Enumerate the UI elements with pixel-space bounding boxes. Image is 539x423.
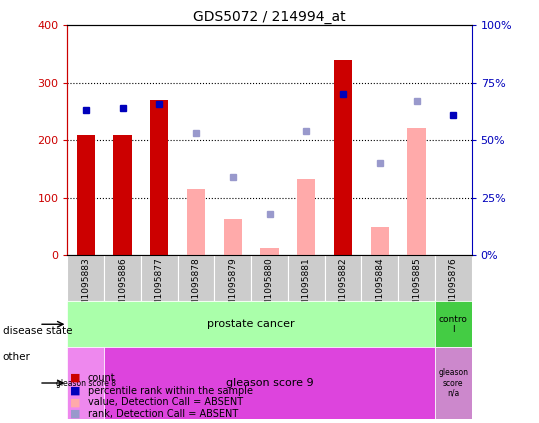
Bar [187, 189, 205, 255]
Bar [435, 301, 472, 347]
Bar [215, 255, 251, 301]
Text: GSM1095885: GSM1095885 [412, 258, 421, 319]
Bar [324, 255, 361, 301]
Text: GSM1095880: GSM1095880 [265, 258, 274, 319]
Text: GSM1095881: GSM1095881 [302, 258, 311, 319]
Text: contro
l: contro l [439, 315, 468, 334]
Bar [141, 255, 178, 301]
Text: GSM1095877: GSM1095877 [155, 258, 164, 319]
Bar [361, 255, 398, 301]
Text: other: other [3, 352, 31, 363]
Text: gleason
score
n/a: gleason score n/a [438, 368, 468, 398]
Text: GSM1095886: GSM1095886 [118, 258, 127, 319]
Bar [67, 347, 104, 419]
Text: GSM1095878: GSM1095878 [191, 258, 201, 319]
Bar [334, 60, 352, 255]
Bar [435, 347, 472, 419]
Text: gleason score 8: gleason score 8 [56, 379, 116, 387]
Bar [104, 255, 141, 301]
Text: rank, Detection Call = ABSENT: rank, Detection Call = ABSENT [88, 409, 238, 419]
Bar [435, 255, 472, 301]
Text: gleason score 9: gleason score 9 [226, 378, 313, 388]
Text: ■: ■ [70, 409, 80, 419]
Text: count: count [88, 373, 115, 383]
Text: GSM1095884: GSM1095884 [375, 258, 384, 318]
Bar [288, 255, 324, 301]
Bar [251, 255, 288, 301]
Text: ■: ■ [70, 373, 80, 383]
Text: prostate cancer: prostate cancer [208, 319, 295, 329]
Bar [371, 227, 389, 255]
Bar [260, 248, 279, 255]
Bar [398, 255, 435, 301]
Text: GSM1095883: GSM1095883 [81, 258, 90, 319]
Title: GDS5072 / 214994_at: GDS5072 / 214994_at [193, 10, 346, 25]
Bar [407, 128, 426, 255]
Text: GSM1095882: GSM1095882 [338, 258, 348, 318]
Bar [297, 179, 315, 255]
Text: ■: ■ [70, 397, 80, 407]
Text: disease state: disease state [3, 326, 72, 336]
Text: percentile rank within the sample: percentile rank within the sample [88, 385, 253, 396]
Text: ■: ■ [70, 385, 80, 396]
Bar [67, 255, 104, 301]
Text: GSM1095879: GSM1095879 [228, 258, 237, 319]
Bar [113, 135, 132, 255]
Bar [224, 219, 242, 255]
Bar [178, 255, 215, 301]
Bar [104, 347, 435, 419]
Text: value, Detection Call = ABSENT: value, Detection Call = ABSENT [88, 397, 243, 407]
Bar [77, 135, 95, 255]
Bar [150, 100, 168, 255]
Text: GSM1095876: GSM1095876 [449, 258, 458, 319]
